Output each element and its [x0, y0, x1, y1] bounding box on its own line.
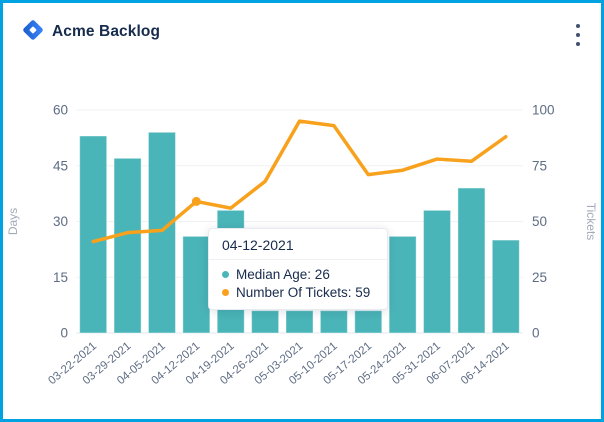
- tooltip-row-text: Number Of Tickets: 59: [236, 285, 371, 300]
- bar-median-age[interactable]: [182, 235, 211, 334]
- kebab-dot: [576, 24, 580, 28]
- tooltip-date: 04-12-2021: [209, 229, 387, 260]
- page-title: Acme Backlog: [52, 23, 161, 40]
- y-axis-tick-label: 45: [53, 158, 68, 173]
- kebab-dot: [576, 33, 580, 37]
- tooltip-body: Median Age: 26 Number Of Tickets: 59: [209, 260, 387, 309]
- y2-axis-tick-label: 25: [532, 270, 547, 285]
- y-axis-tick-label: 15: [53, 270, 68, 285]
- y2-axis-tick-label: 50: [532, 214, 547, 229]
- bar-median-age[interactable]: [423, 209, 452, 334]
- axis-name-days: Days: [6, 208, 20, 235]
- backlog-chart: 015304560025507510003-22-202103-29-20210…: [6, 103, 598, 388]
- bar-median-age[interactable]: [251, 310, 280, 334]
- bar-median-age[interactable]: [457, 187, 486, 334]
- y2-axis-tick-label: 100: [532, 103, 555, 118]
- kebab-dot: [576, 42, 580, 46]
- acme-logo-icon: [23, 20, 43, 40]
- y-axis-tick-label: 30: [53, 214, 68, 229]
- bar-median-age[interactable]: [319, 310, 348, 334]
- tooltip-row-median-age: Median Age: 26: [222, 267, 374, 282]
- median-age-legend-dot: [222, 271, 229, 278]
- y2-axis-tick-label: 0: [532, 326, 540, 341]
- bar-median-age[interactable]: [79, 135, 108, 334]
- tooltip-row-tickets: Number Of Tickets: 59: [222, 285, 374, 300]
- bar-median-age[interactable]: [388, 235, 417, 334]
- tickets-legend-dot: [222, 289, 229, 296]
- axis-name-tickets: Tickets: [584, 203, 598, 241]
- y-axis-tick-label: 0: [60, 326, 68, 341]
- y2-axis-tick-label: 75: [532, 158, 547, 173]
- y-axis-tick-label: 60: [53, 103, 68, 118]
- tickets-line[interactable]: [91, 119, 508, 244]
- tooltip-row-text: Median Age: 26: [236, 267, 330, 282]
- bar-median-age[interactable]: [354, 310, 383, 334]
- hover-point: [191, 196, 201, 206]
- chart-tooltip: 04-12-2021 Median Age: 26 Number Of Tick…: [208, 228, 388, 310]
- bar-median-age[interactable]: [491, 239, 520, 334]
- bar-median-age[interactable]: [113, 157, 142, 334]
- bar-median-age[interactable]: [285, 310, 314, 334]
- app-header: Acme Backlog: [3, 3, 601, 61]
- overflow-menu-button[interactable]: [571, 19, 585, 51]
